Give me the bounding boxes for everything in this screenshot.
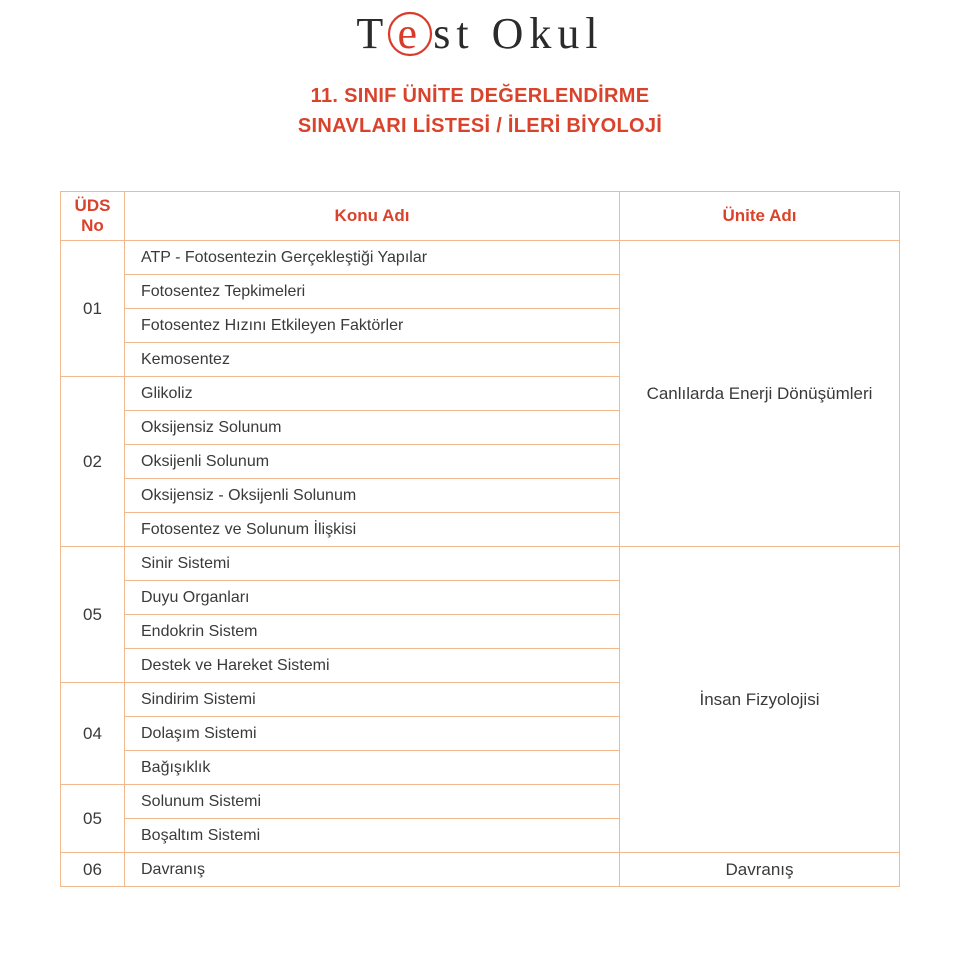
- header-no: ÜDS No: [61, 192, 125, 241]
- header-unite: Ünite Adı: [620, 192, 900, 241]
- table-row: 06DavranışDavranış: [61, 853, 900, 887]
- cell-topic: Bağışıklık: [125, 751, 620, 785]
- logo-letters-rest: st Okul: [432, 8, 604, 59]
- cell-topic: Duyu Organları: [125, 581, 620, 615]
- table-row: 01ATP - Fotosentezin Gerçekleştiği Yapıl…: [61, 241, 900, 275]
- table-body: 01ATP - Fotosentezin Gerçekleştiği Yapıl…: [61, 241, 900, 887]
- cell-no: 05: [61, 785, 125, 853]
- cell-unit: İnsan Fizyolojisi: [620, 547, 900, 853]
- cell-topic: Oksijenli Solunum: [125, 445, 620, 479]
- cell-topic: Davranış: [125, 853, 620, 887]
- table-header-row: ÜDS No Konu Adı Ünite Adı: [61, 192, 900, 241]
- page-subtitle: 11. SINIF ÜNİTE DEĞERLENDİRME SINAVLARI …: [60, 81, 900, 141]
- cell-no: 01: [61, 241, 125, 377]
- table-row: 05Sinir Sistemiİnsan Fizyolojisi: [61, 547, 900, 581]
- cell-unit: Davranış: [620, 853, 900, 887]
- cell-topic: Boşaltım Sistemi: [125, 819, 620, 853]
- cell-topic: Fotosentez Hızını Etkileyen Faktörler: [125, 309, 620, 343]
- cell-topic: Sindirim Sistemi: [125, 683, 620, 717]
- cell-topic: Sinir Sistemi: [125, 547, 620, 581]
- table-wrapper: ÜDS No Konu Adı Ünite Adı 01ATP - Fotose…: [60, 191, 900, 887]
- cell-topic: Glikoliz: [125, 377, 620, 411]
- header-konu: Konu Adı: [125, 192, 620, 241]
- subtitle-line1: 11. SINIF ÜNİTE DEĞERLENDİRME: [311, 85, 650, 107]
- cell-topic: Fotosentez ve Solunum İlişkisi: [125, 513, 620, 547]
- cell-no: 05: [61, 547, 125, 683]
- cell-topic: Oksijensiz - Oksijenli Solunum: [125, 479, 620, 513]
- cell-topic: Kemosentez: [125, 343, 620, 377]
- logo: T e st Okul: [60, 8, 900, 59]
- cell-topic: Fotosentez Tepkimeleri: [125, 275, 620, 309]
- cell-unit: Canlılarda Enerji Dönüşümleri: [620, 241, 900, 547]
- cell-no: 04: [61, 683, 125, 785]
- subtitle-line2: SINAVLARI LİSTESİ / İLERİ BİYOLOJİ: [60, 111, 900, 141]
- cell-topic: Dolaşım Sistemi: [125, 717, 620, 751]
- logo-e-circle-icon: e: [388, 12, 432, 56]
- cell-topic: Oksijensiz Solunum: [125, 411, 620, 445]
- cell-topic: Endokrin Sistem: [125, 615, 620, 649]
- cell-topic: Solunum Sistemi: [125, 785, 620, 819]
- cell-no: 02: [61, 377, 125, 547]
- cell-no: 06: [61, 853, 125, 887]
- cell-topic: ATP - Fotosentezin Gerçekleştiği Yapılar: [125, 241, 620, 275]
- logo-letter-e: e: [398, 8, 424, 59]
- assessment-table: ÜDS No Konu Adı Ünite Adı 01ATP - Fotose…: [60, 191, 900, 887]
- cell-topic: Destek ve Hareket Sistemi: [125, 649, 620, 683]
